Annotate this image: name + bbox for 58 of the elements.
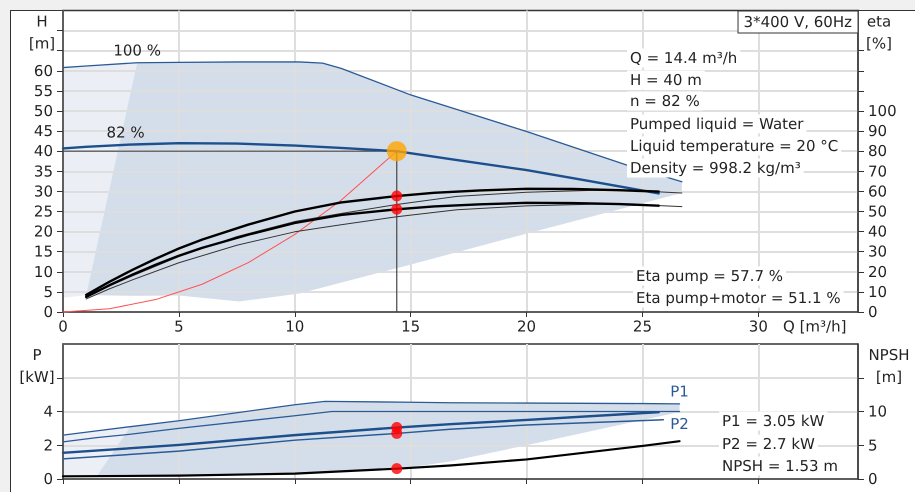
y2-tick-label: 40 <box>868 222 888 241</box>
series-label: P2 <box>670 415 689 433</box>
series-label: P1 <box>670 382 689 400</box>
x-tick-label: 0 <box>58 318 68 336</box>
y-tick-label: 10 <box>34 262 53 281</box>
y-tick-label: 45 <box>34 122 53 140</box>
series-label: 82 % <box>106 123 145 142</box>
y2-tick-label: 5 <box>868 436 878 454</box>
annotation: n = 82 % <box>630 92 700 110</box>
y-tick-label: 60 <box>34 62 53 80</box>
y-tick-label: 25 <box>34 202 53 220</box>
y-axis-title: P [kW] <box>19 346 55 386</box>
annotation: Q = 14.4 m³/h <box>630 49 738 67</box>
y2-tick-label: 60 <box>868 182 888 200</box>
x-tick-label: 25 <box>632 318 652 336</box>
y2-tick-label: 80 <box>868 142 888 160</box>
x-tick-label: 15 <box>401 318 420 336</box>
y-tick-label: 50 <box>34 102 53 120</box>
y-tick-label: 55 <box>34 82 53 100</box>
y2-axis-title: eta [%] <box>866 12 892 52</box>
series-label: 100 % <box>113 41 161 60</box>
y2-tick-label: 70 <box>868 162 888 180</box>
y-axis-title: H [m] <box>28 12 56 52</box>
annotation: H = 40 m <box>630 71 702 89</box>
y2-axis-title: NPSH [m] <box>868 346 910 386</box>
annotation: Density = 998.2 kg/m³ <box>630 159 801 177</box>
y-tick-label: 20 <box>34 222 53 241</box>
x-tick-label: 5 <box>174 318 184 336</box>
y-tick-label: 15 <box>34 242 53 261</box>
annotation: Liquid temperature = 20 °C <box>630 137 838 155</box>
x-tick-label: 20 <box>517 318 536 336</box>
y-tick-label: 0 <box>43 303 53 321</box>
annotation: P2 = 2.7 kW <box>722 435 816 453</box>
y2-tick-label: 0 <box>868 303 878 321</box>
annotation: Pumped liquid = Water <box>630 115 804 133</box>
chart-title: 3*400 V, 60Hz <box>744 13 852 31</box>
annotation: P1 = 3.05 kW <box>722 412 825 430</box>
y2-tick-label: 10 <box>868 282 888 301</box>
y2-tick-label: 100 <box>868 102 897 120</box>
y2-tick-label: 50 <box>868 202 888 220</box>
y2-tick-label: 20 <box>868 262 888 281</box>
x-axis-title: Q [m³/h] <box>783 318 846 336</box>
annotation: Eta pump = 57.7 % <box>636 267 784 285</box>
y2-tick-label: 0 <box>868 470 878 488</box>
y-tick-label: 30 <box>34 182 53 200</box>
y-tick-label: 2 <box>43 436 53 454</box>
x-tick-label: 30 <box>748 318 768 336</box>
annotation: Eta pump+motor = 51.1 % <box>636 289 841 307</box>
y2-tick-label: 90 <box>868 122 888 140</box>
y-tick-label: 35 <box>34 162 53 180</box>
y2-tick-label: 30 <box>868 242 888 261</box>
y-tick-label: 4 <box>43 402 53 420</box>
y2-tick-label: 10 <box>868 402 888 420</box>
y-tick-label: 0 <box>43 470 53 488</box>
x-tick-label: 10 <box>285 318 304 336</box>
y-tick-label: 5 <box>43 282 53 301</box>
y-tick-label: 40 <box>34 142 53 160</box>
annotation: NPSH = 1.53 m <box>722 457 838 475</box>
